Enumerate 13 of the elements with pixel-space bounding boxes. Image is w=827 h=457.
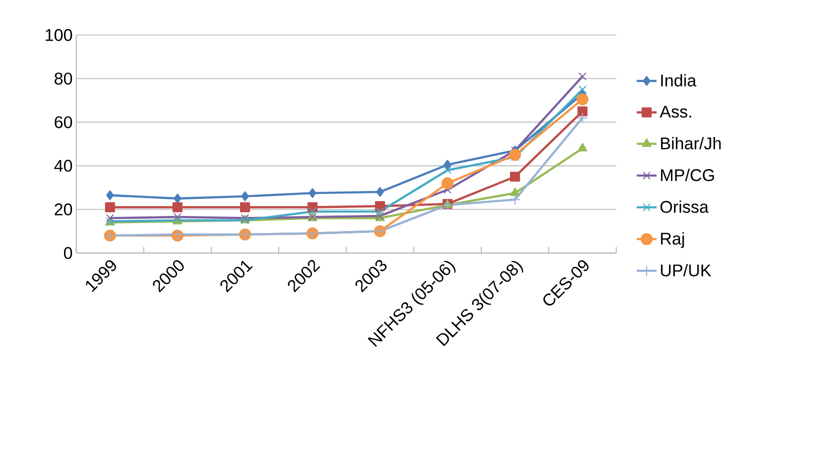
legend-label: Bihar/Jh xyxy=(661,136,721,150)
legend-label: Ass. xyxy=(660,106,692,118)
y-tick-label: 80 xyxy=(54,72,72,85)
y-tick-label: 60 xyxy=(54,116,72,128)
legend-label: Orissa xyxy=(660,200,709,213)
legend-label: MP/CG xyxy=(661,168,714,182)
y-tick-label: 0 xyxy=(64,247,72,260)
y-tick-label: 100 xyxy=(46,29,72,41)
legend-label: India xyxy=(661,74,696,87)
legend-label: UP/UK xyxy=(660,264,712,276)
y-tick-label: 40 xyxy=(54,160,72,172)
legend-label: Raj xyxy=(661,232,684,248)
y-tick-label: 20 xyxy=(54,203,72,216)
